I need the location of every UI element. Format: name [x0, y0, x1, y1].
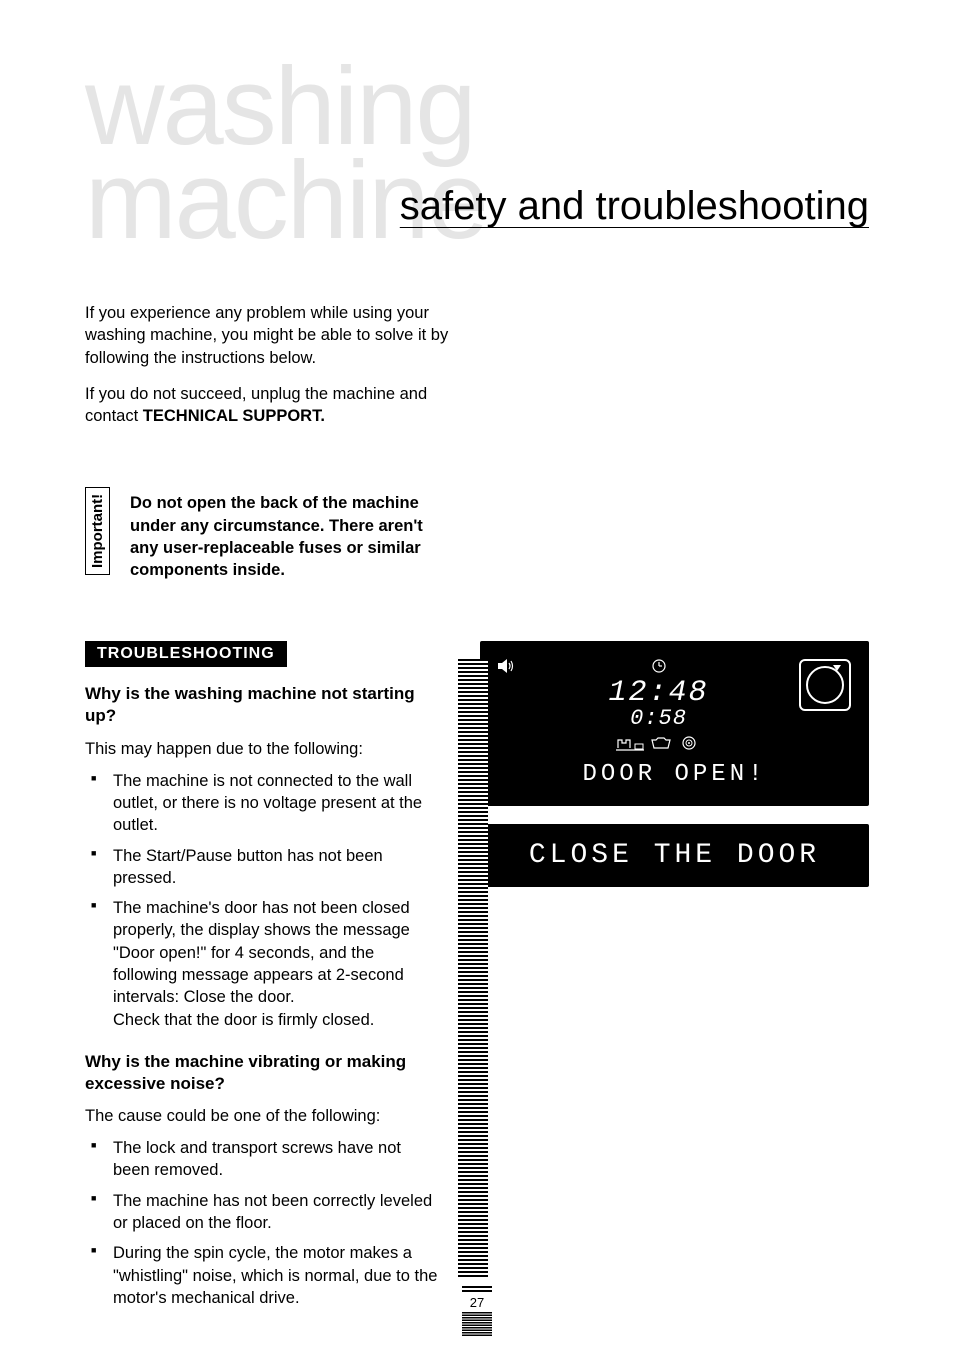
display-inner: 12:48 0:58 [498, 659, 851, 755]
intro-para1: If you experience any problem while usin… [85, 302, 455, 369]
list-item: The machine's door has not been closed p… [85, 897, 440, 1031]
display-center: 12:48 0:58 [518, 659, 799, 755]
q1-b3-p5: Check that the door is firmly closed. [113, 1011, 374, 1029]
important-text: Do not open the back of the machine unde… [130, 487, 440, 581]
troubleshooting-header: TROUBLESHOOTING [85, 641, 287, 667]
knob-indicator [833, 665, 841, 671]
clock-icon [518, 659, 799, 676]
knob-circle [806, 666, 844, 704]
time-main: 12:48 [518, 678, 799, 708]
door-open-message: DOOR OPEN! [498, 761, 851, 788]
right-column: 12:48 0:58 [480, 641, 869, 1329]
control-knob [799, 659, 851, 711]
close-door-panel: CLOSE THE DOOR [480, 824, 869, 887]
cycle-icons [518, 734, 799, 755]
question-1: Why is the washing machine not starting … [85, 683, 440, 727]
sound-icon [498, 659, 518, 676]
q1-bullets: The machine is not connected to the wall… [85, 770, 440, 1031]
list-item: The machine is not connected to the wall… [85, 770, 440, 837]
intro-block: If you experience any problem while usin… [85, 302, 455, 427]
display-panel-main: 12:48 0:58 [480, 641, 869, 806]
q2-lead: The cause could be one of the following: [85, 1105, 440, 1127]
time-sub: 0:58 [518, 708, 799, 730]
list-item: The Start/Pause button has not been pres… [85, 845, 440, 890]
manual-page: washing machine safety and troubleshooti… [0, 0, 954, 1369]
decorative-stripes [458, 659, 488, 1279]
q1-b3-door-open: Door open! [119, 944, 201, 962]
page-header: washing machine safety and troubleshooti… [85, 60, 869, 247]
section-title: safety and troubleshooting [400, 184, 869, 229]
q2-bullets: The lock and transport screws have not b… [85, 1137, 440, 1309]
q1-lead: This may happen due to the following: [85, 738, 440, 760]
list-item: The lock and transport screws have not b… [85, 1137, 440, 1182]
important-label: Important! [85, 487, 110, 575]
footer-lines-top [462, 1286, 492, 1292]
tech-support-label: TECHNICAL SUPPORT. [143, 407, 325, 425]
q1-b3-close-door: Close the door. [184, 988, 295, 1006]
page-number: 27 [462, 1295, 492, 1310]
list-item: The machine has not been correctly level… [85, 1190, 440, 1235]
important-callout: Important! Do not open the back of the m… [85, 487, 869, 581]
close-door-message: CLOSE THE DOOR [498, 840, 851, 871]
footer-lines-bottom [462, 1312, 492, 1336]
left-column: TROUBLESHOOTING Why is the washing machi… [85, 641, 440, 1329]
question-2: Why is the machine vibrating or making e… [85, 1051, 440, 1095]
page-footer: 27 [462, 1286, 492, 1339]
intro-para2: If you do not succeed, unplug the machin… [85, 383, 455, 428]
list-item: During the spin cycle, the motor makes a… [85, 1242, 440, 1309]
